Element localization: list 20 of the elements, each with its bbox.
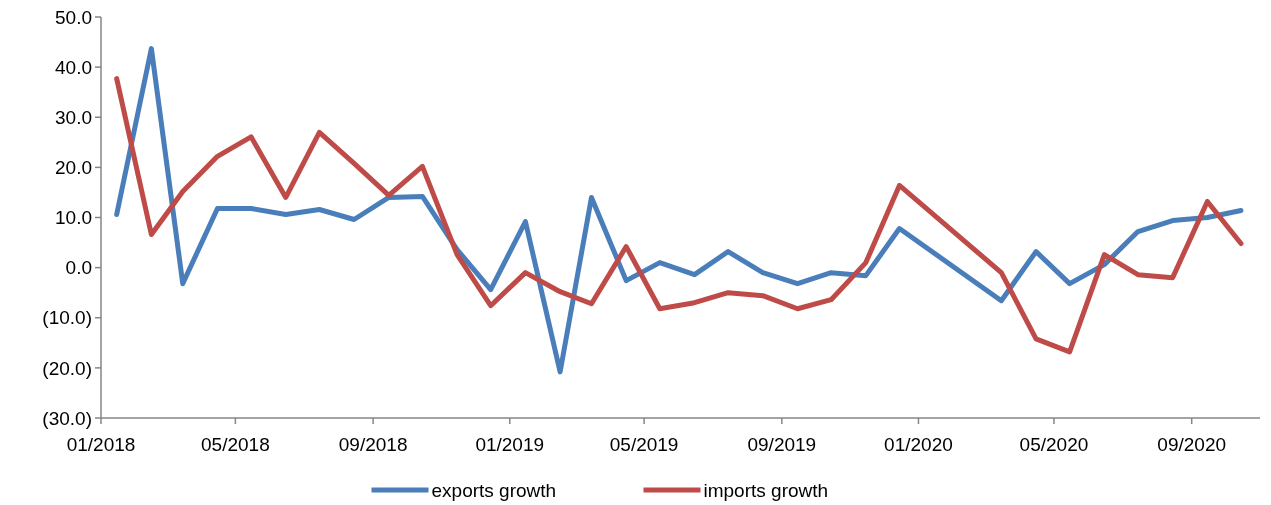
x-tick-label: 01/2020: [884, 434, 953, 455]
x-tick-label: 09/2020: [1157, 434, 1227, 455]
y-tick-label: 20.0: [55, 157, 92, 179]
x-tick-label: 09/2019: [747, 434, 817, 455]
x-tick-label: 05/2018: [201, 434, 270, 455]
y-tick-label: 40.0: [55, 56, 92, 78]
x-tick-label: 05/2019: [609, 434, 679, 455]
legend-label: imports growth: [703, 479, 829, 501]
y-tick-label: (30.0): [42, 407, 92, 429]
y-tick-label: 50.0: [55, 6, 92, 28]
x-tick-label: 05/2020: [1019, 434, 1089, 455]
x-tick-label: 01/2018: [66, 434, 136, 455]
y-tick-label: 10.0: [55, 207, 92, 229]
x-tick-label: 09/2018: [338, 434, 408, 455]
y-tick-label: (20.0): [42, 357, 92, 379]
x-tick-label: 01/2019: [475, 434, 545, 455]
y-tick-label: 30.0: [55, 106, 92, 128]
y-tick-label: (10.0): [42, 307, 92, 329]
legend-label: exports growth: [431, 479, 557, 501]
y-tick-label: 0.0: [65, 257, 92, 279]
